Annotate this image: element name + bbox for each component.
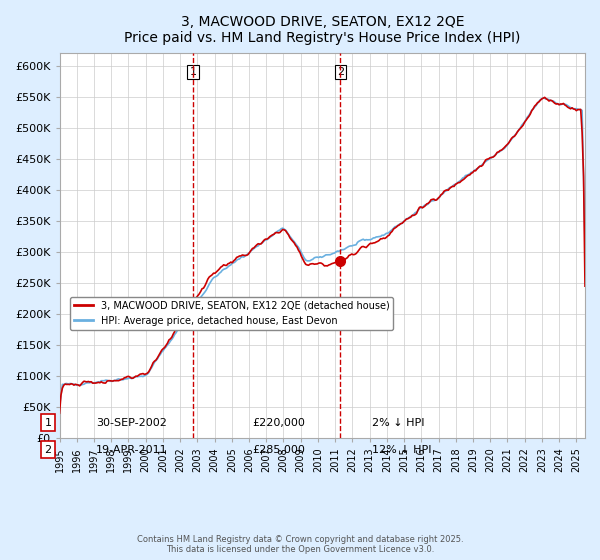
Text: 1: 1 (44, 418, 52, 428)
Text: 1: 1 (190, 67, 197, 77)
Text: 30-SEP-2002: 30-SEP-2002 (96, 418, 167, 428)
Text: £285,000: £285,000 (252, 445, 305, 455)
Text: 2: 2 (337, 67, 344, 77)
Legend: 3, MACWOOD DRIVE, SEATON, EX12 2QE (detached house), HPI: Average price, detache: 3, MACWOOD DRIVE, SEATON, EX12 2QE (deta… (70, 297, 394, 329)
Text: 2% ↓ HPI: 2% ↓ HPI (372, 418, 425, 428)
Title: 3, MACWOOD DRIVE, SEATON, EX12 2QE
Price paid vs. HM Land Registry's House Price: 3, MACWOOD DRIVE, SEATON, EX12 2QE Price… (124, 15, 520, 45)
Text: £220,000: £220,000 (252, 418, 305, 428)
Text: 2: 2 (44, 445, 52, 455)
Text: Contains HM Land Registry data © Crown copyright and database right 2025.
This d: Contains HM Land Registry data © Crown c… (137, 535, 463, 554)
Text: 12% ↓ HPI: 12% ↓ HPI (372, 445, 431, 455)
Text: 19-APR-2011: 19-APR-2011 (96, 445, 167, 455)
